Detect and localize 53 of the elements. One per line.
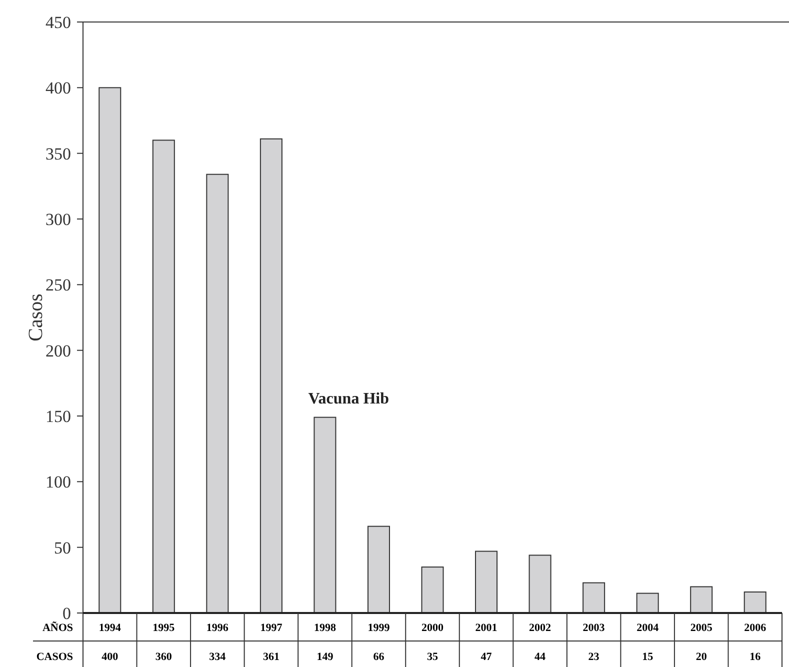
bar: [636, 592, 659, 614]
data-label: 20: [696, 650, 708, 663]
x-tick-label: 2004: [636, 622, 660, 634]
bar: [98, 87, 122, 614]
y-tick-label: 0: [62, 604, 71, 623]
x-tick-label: 2005: [690, 622, 713, 634]
x-tick-label: 1994: [98, 622, 122, 634]
y-tick-label: 250: [46, 276, 71, 295]
data-label: 334: [209, 650, 226, 663]
x-tick-label: 1997: [260, 622, 283, 634]
bar: [744, 591, 766, 614]
data-label: 35: [427, 650, 438, 663]
text: CASOS: [36, 650, 73, 663]
y-tick-label: 300: [46, 210, 71, 229]
x-tick-label: 1999: [368, 622, 390, 634]
y-tick-label: 100: [46, 472, 71, 492]
data-label: 400: [102, 650, 119, 663]
x-tick-label: 1996: [206, 622, 229, 634]
x-tick-label: 1995: [152, 622, 176, 634]
bar: [367, 526, 390, 614]
bar: [206, 174, 229, 614]
x-tick-label: 2000: [422, 622, 444, 634]
bar: [690, 586, 713, 614]
y-tick-label: 400: [46, 78, 71, 98]
x-axis-title: AÑOS: [42, 620, 73, 634]
data-label: 66: [373, 650, 385, 663]
y-tick-label: 50: [54, 538, 71, 558]
bar: [314, 416, 336, 614]
data-label: 44: [534, 650, 546, 663]
y-tick-label: 200: [46, 341, 71, 360]
data-label: 23: [588, 650, 600, 663]
x-tick-label: 1998: [314, 622, 336, 634]
bar: [528, 554, 552, 614]
y-axis-title: Casos: [25, 293, 47, 342]
x-tick-label: 2006: [744, 622, 767, 634]
x-tick-label: 2001: [475, 622, 498, 634]
y-tick-label: 450: [46, 12, 71, 32]
data-label: 47: [480, 650, 492, 663]
bar: [582, 582, 606, 614]
bar: [152, 140, 175, 614]
annotation: Vacuna Hib: [308, 390, 390, 408]
data-label: 149: [316, 650, 334, 663]
data-label: 16: [750, 650, 762, 663]
bar: [421, 566, 444, 614]
y-tick-label: 350: [46, 144, 71, 164]
x-tick-label: 2002: [529, 622, 552, 634]
data-label: 15: [642, 650, 654, 663]
x-tick-label: 2003: [582, 622, 606, 634]
data-label: 361: [262, 650, 280, 663]
bar: [260, 138, 282, 614]
bar: [475, 550, 498, 614]
data-label: 360: [155, 650, 172, 663]
y-tick-label: 150: [46, 406, 71, 426]
